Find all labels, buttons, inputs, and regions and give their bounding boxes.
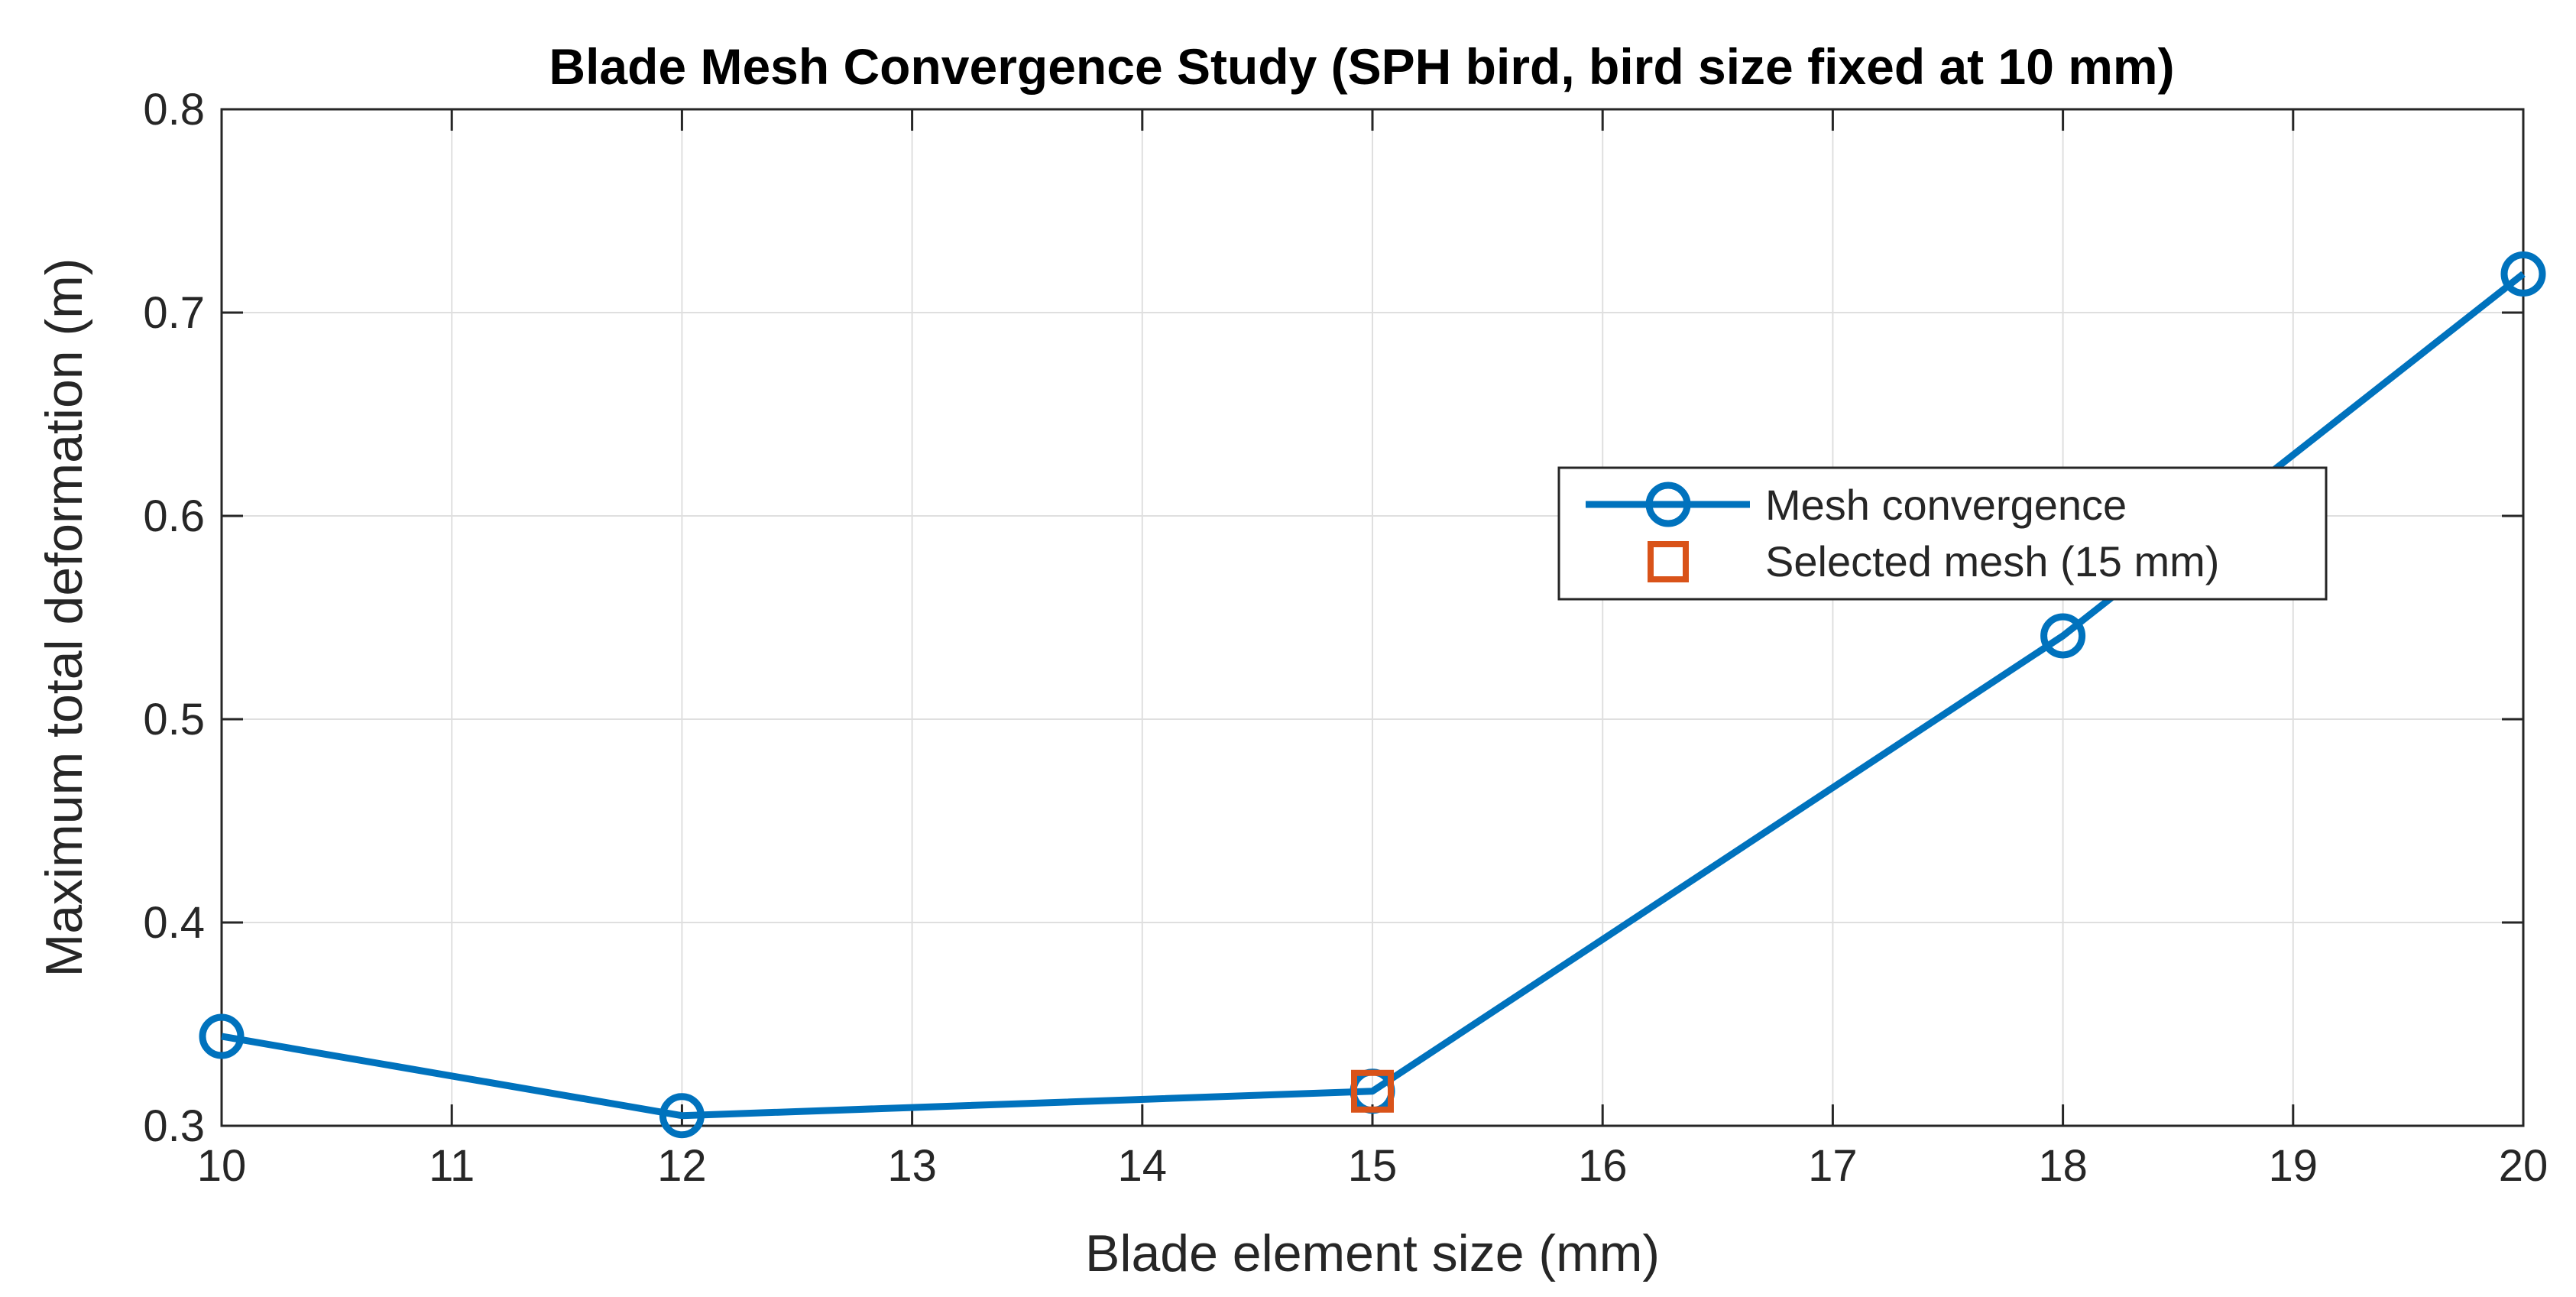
x-tick-label: 12 xyxy=(657,1141,707,1191)
data-point-mesh-convergence xyxy=(659,1093,705,1139)
x-tick-label: 17 xyxy=(1808,1141,1858,1191)
legend-label-selected-mesh: Selected mesh (15 mm) xyxy=(1765,537,2219,585)
x-tick-label: 15 xyxy=(1348,1141,1398,1191)
x-tick-label: 18 xyxy=(2038,1141,2088,1191)
y-tick-label: 0.8 xyxy=(143,85,205,135)
legend-label-mesh-convergence: Mesh convergence xyxy=(1765,481,2127,529)
y-ticks: 0.3 0.4 0.5 0.6 0.7 0.8 xyxy=(143,85,2523,1151)
data-point-mesh-convergence xyxy=(2040,613,2086,659)
legend-marker-square xyxy=(1648,541,1689,582)
x-tick-label: 13 xyxy=(887,1141,937,1191)
x-tick-label: 16 xyxy=(1578,1141,1628,1191)
y-tick-label: 0.6 xyxy=(143,491,205,541)
y-axis-label: Maximum total deformation (m) xyxy=(35,258,93,978)
legend: Mesh convergence Selected mesh (15 mm) xyxy=(1557,466,2328,601)
x-tick-label: 20 xyxy=(2499,1141,2548,1191)
x-tick-label: 19 xyxy=(2269,1141,2318,1191)
x-tick-label: 10 xyxy=(197,1141,247,1191)
x-tick-label: 11 xyxy=(429,1141,475,1191)
data-point-mesh-convergence xyxy=(199,1013,245,1059)
chart-title: Blade Mesh Convergence Study (SPH bird, … xyxy=(549,38,2174,95)
y-tick-label: 0.3 xyxy=(143,1101,205,1151)
y-tick-label: 0.5 xyxy=(143,695,205,744)
y-tick-label: 0.7 xyxy=(143,288,205,338)
x-axis-label: Blade element size (mm) xyxy=(1085,1224,1660,1282)
x-tick-label: 14 xyxy=(1118,1141,1168,1191)
x-ticks: 10 11 12 13 14 15 16 17 18 19 20 xyxy=(197,109,2548,1191)
data-point-mesh-convergence xyxy=(2500,251,2546,297)
data-point-selected-mesh xyxy=(1351,1069,1394,1113)
legend-marker-circle xyxy=(1645,482,1691,527)
y-tick-label: 0.4 xyxy=(143,898,205,948)
